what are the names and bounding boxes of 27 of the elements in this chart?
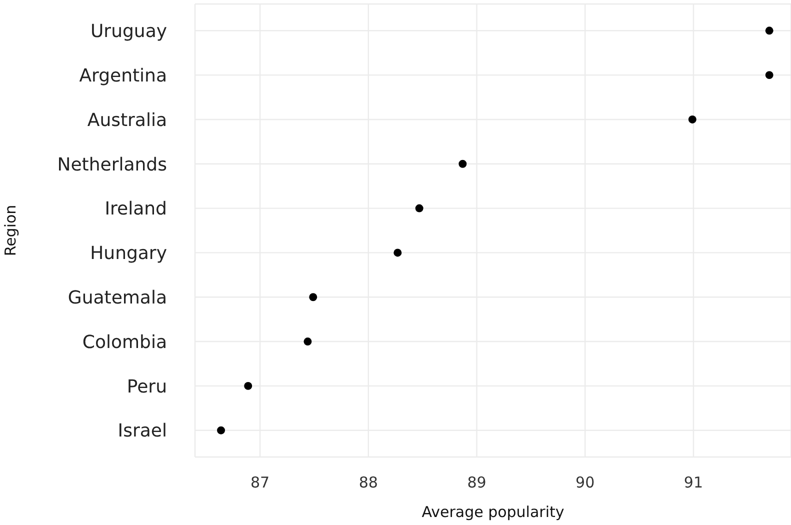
x-tick-label: 88 [358, 474, 378, 492]
point [415, 204, 424, 212]
x-tick-label: 87 [250, 474, 270, 492]
x-tick-label: 91 [684, 474, 704, 492]
y-tick-label: Peru [126, 376, 167, 398]
y-tick-label: Uruguay [90, 21, 168, 42]
x-tick-label: 89 [467, 474, 486, 492]
point [217, 426, 225, 434]
y-tick-label: Colombia [82, 332, 167, 353]
y-tick-label: Hungary [90, 243, 168, 264]
point [309, 293, 318, 302]
point [458, 160, 467, 168]
y-tick-label: Guatemala [68, 288, 167, 309]
y-axis-title: Region [1, 204, 20, 256]
x-axis-title: Average popularity [422, 503, 564, 521]
point [688, 115, 696, 124]
point [765, 26, 774, 35]
y-tick-label: Netherlands [57, 154, 167, 176]
point [394, 248, 402, 257]
point [765, 71, 774, 80]
y-tick-label: Israel [118, 420, 167, 442]
x-tick-label: 90 [576, 474, 595, 492]
point [304, 338, 312, 346]
y-tick-label: Ireland [104, 198, 167, 220]
y-tick-label: Argentina [79, 65, 167, 86]
point [244, 382, 252, 390]
y-tick-label: Australia [87, 110, 167, 131]
